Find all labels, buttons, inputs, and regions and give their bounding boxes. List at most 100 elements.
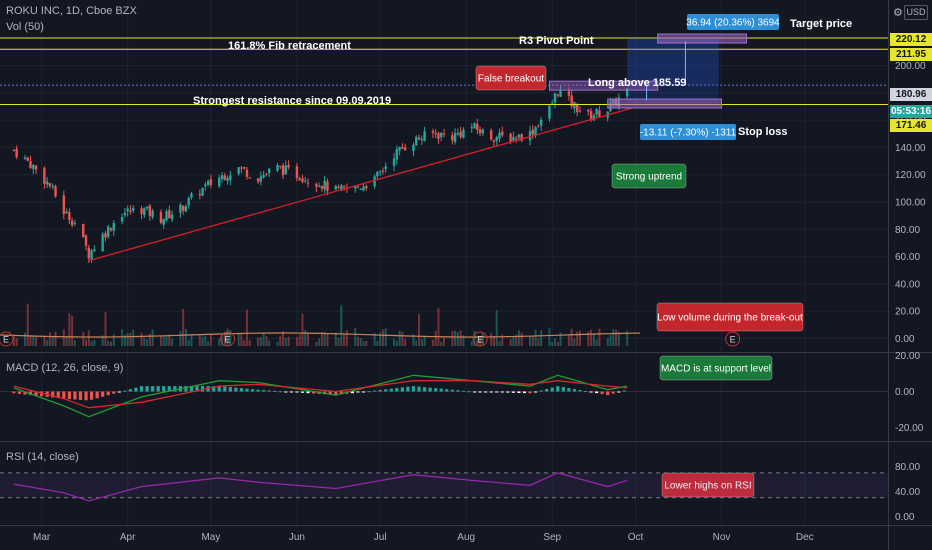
volume-bar: [88, 330, 90, 346]
candle-body: [237, 167, 239, 174]
macd-histogram-bar: [157, 386, 160, 391]
volume-bar: [190, 334, 192, 346]
volume-bar: [85, 340, 87, 346]
volume-bar: [529, 336, 531, 346]
volume-bar: [451, 331, 453, 346]
candle-body: [210, 179, 212, 185]
volume-bar: [32, 336, 34, 346]
macd-histogram-bar: [262, 390, 265, 391]
volume-bar: [424, 336, 426, 346]
target-marker: [658, 34, 747, 43]
rsi-band: [0, 473, 888, 498]
volume-bar: [35, 337, 37, 346]
candle-body: [101, 234, 103, 251]
candle-body: [160, 212, 162, 223]
volume-bar: [110, 342, 112, 346]
candle-body: [15, 149, 17, 157]
volume-bar: [63, 329, 65, 346]
volume-bar: [404, 339, 406, 346]
volume-bar: [596, 340, 598, 346]
candle-body: [415, 137, 417, 146]
price-tick-label: 0.00: [895, 334, 915, 345]
macd-histogram-bar: [118, 392, 121, 393]
volume-bar: [93, 340, 95, 346]
currency-badge[interactable]: USD: [904, 5, 928, 20]
candle-body: [421, 139, 423, 140]
volume-bar: [457, 332, 459, 346]
volume-bar: [68, 313, 70, 346]
volume-bar: [260, 337, 262, 346]
settings-icon[interactable]: ⚙: [893, 6, 903, 19]
macd-histogram-bar: [540, 390, 543, 391]
price-tag-r3: 220.12: [890, 33, 932, 46]
macd-histogram-bar: [62, 392, 65, 399]
candle-body: [29, 161, 31, 168]
candle-body: [27, 158, 29, 161]
volume-bar: [551, 342, 553, 346]
macd-histogram-bar: [18, 392, 21, 394]
price-tick-label: 140.00: [895, 143, 926, 154]
candle-body: [43, 168, 45, 184]
volume-bar: [127, 333, 129, 346]
candle-body: [229, 176, 231, 180]
candle-body: [501, 132, 503, 136]
volume-bar: [243, 340, 245, 346]
volume-bar: [598, 329, 600, 346]
macd-histogram-bar: [401, 387, 404, 391]
volume-bar: [393, 338, 395, 346]
earnings-marker-label: E: [730, 335, 736, 345]
candle-body: [204, 184, 206, 186]
volume-bar: [24, 333, 26, 346]
candle-body: [396, 149, 398, 159]
candle-body: [398, 147, 400, 151]
candle-body: [276, 165, 278, 171]
candle-body: [457, 133, 459, 134]
candle-body: [190, 194, 192, 198]
volume-bar: [263, 333, 265, 346]
volume-bar: [548, 328, 550, 346]
x-tick-label: Aug: [457, 532, 475, 543]
macd-histogram-bar: [101, 392, 104, 397]
macd-tick-label: -20.00: [895, 423, 924, 434]
earnings-marker-label: E: [225, 335, 231, 345]
candle-body: [443, 134, 445, 135]
volume-bar: [204, 336, 206, 346]
candle-body: [90, 250, 92, 260]
volume-bar: [46, 340, 48, 346]
candle-body: [343, 187, 345, 188]
macd-histogram-bar: [473, 392, 476, 393]
volume-bar: [396, 341, 398, 346]
volume-bar: [354, 328, 356, 346]
candle-body: [46, 181, 48, 184]
stop-measure-label: -13.11 (-7.30%) -1311: [640, 128, 737, 139]
x-tick-label: Jun: [289, 532, 305, 543]
volume-bar: [149, 334, 151, 346]
volume-bar: [612, 329, 614, 346]
volume-bar: [202, 337, 204, 346]
candle-body: [365, 186, 367, 188]
macd-histogram-bar: [501, 392, 504, 393]
macd-histogram-bar: [429, 388, 432, 392]
volume-bar: [338, 338, 340, 346]
volume-bar: [55, 332, 57, 346]
candle-body: [279, 166, 281, 167]
macd-histogram-bar: [434, 388, 437, 391]
macd-label: MACD (12, 26, close, 9): [6, 362, 123, 374]
volume-bar: [321, 332, 323, 346]
macd-histogram-bar: [517, 392, 520, 393]
macd-histogram-bar: [617, 392, 620, 393]
volume-bar: [91, 341, 93, 346]
macd-histogram-bar: [279, 391, 282, 392]
candle-body: [301, 178, 303, 182]
candle-body: [65, 212, 67, 214]
candle-body: [265, 174, 267, 175]
candle-body: [590, 111, 592, 119]
macd-tick-label: 0.00: [895, 387, 915, 398]
candle-body: [52, 186, 54, 187]
macd-histogram-bar: [406, 387, 409, 392]
low-volume-bubble: Low volume during the break-out: [657, 313, 803, 324]
candle-body: [104, 233, 106, 237]
candle-body: [393, 159, 395, 166]
candle-body: [257, 179, 259, 182]
